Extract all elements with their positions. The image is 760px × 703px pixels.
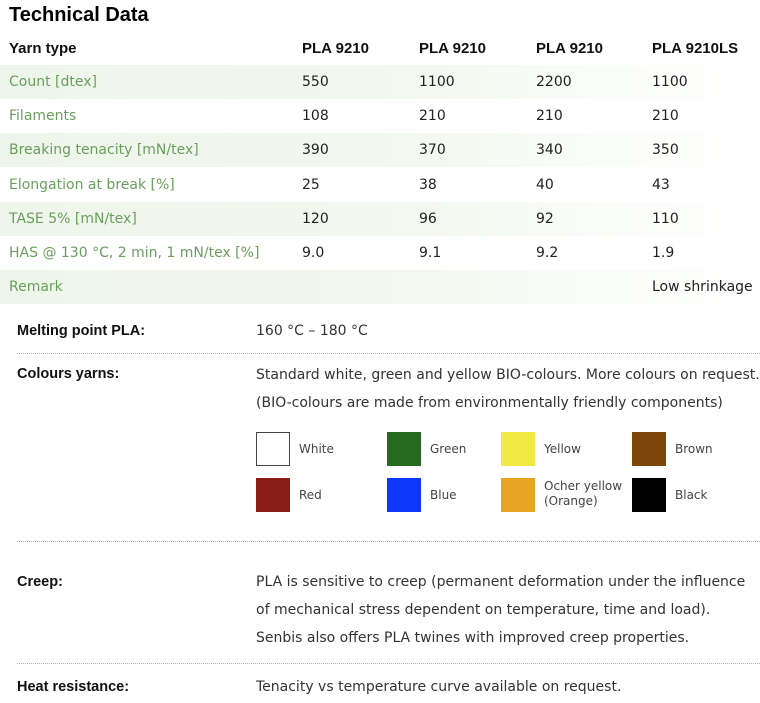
row-label: Filaments <box>9 108 77 125</box>
creep-line-1: PLA is sensitive to creep (permanent def… <box>256 574 746 590</box>
cell: 340 <box>536 142 563 159</box>
colour-swatch-label: Yellow <box>544 442 581 456</box>
column-header: PLA 9210 <box>302 40 369 57</box>
cell: 1100 <box>419 74 455 90</box>
header-label: Yarn type <box>9 40 77 57</box>
divider <box>17 663 760 664</box>
colour-swatch-label: Red <box>299 488 322 502</box>
table-row: Breaking tenacity [mN/tex] 390 370 340 350 <box>0 133 760 168</box>
row-label: Remark <box>9 279 63 296</box>
cell: 110 <box>652 210 679 227</box>
table-row: Remark Low shrinkage <box>0 270 760 305</box>
colour-swatch-label: Brown <box>675 442 713 456</box>
column-header: PLA 9210LS <box>652 40 739 57</box>
colours-line-1: Standard white, green and yellow BIO-col… <box>256 367 760 383</box>
colour-swatch-yellow <box>501 432 535 466</box>
column-header: PLA 9210 <box>419 40 486 57</box>
divider <box>17 541 760 542</box>
cell: 43 <box>652 176 670 193</box>
heat-value: Tenacity vs temperature curve available … <box>256 679 622 695</box>
colour-swatch-label: Green <box>430 442 467 456</box>
creep-label: Creep: <box>17 574 63 590</box>
colours-line-2: (BIO-colours are made from environmental… <box>256 395 723 411</box>
cell: 210 <box>652 108 679 125</box>
divider <box>17 353 760 354</box>
table-row: Elongation at break [%] 25 38 40 43 <box>0 168 760 202</box>
row-label: Elongation at break [%] <box>9 176 175 193</box>
cell: 9.1 <box>419 245 442 261</box>
page-title: Technical Data <box>9 4 149 26</box>
colour-swatch-black <box>632 478 666 512</box>
cell: 210 <box>419 108 446 125</box>
table-row: Filaments 108 210 210 210 <box>0 99 760 133</box>
melting-value: 160 °C – 180 °C <box>256 323 368 339</box>
colour-swatch-white <box>256 432 290 466</box>
creep-line-2: of mechanical stress dependent on temper… <box>256 602 711 618</box>
cell: 25 <box>302 176 320 193</box>
colour-swatch-label: White <box>299 442 334 456</box>
row-label: Breaking tenacity [mN/tex] <box>9 142 199 159</box>
colour-swatch-green <box>387 432 421 466</box>
colour-swatch-ocher <box>501 478 535 512</box>
cell: 40 <box>536 176 554 193</box>
table-row: TASE 5% [mN/tex] 120 96 92 110 <box>0 201 760 236</box>
cell: Low shrinkage <box>652 279 753 296</box>
cell: 92 <box>536 210 554 227</box>
cell: 9.0 <box>302 245 325 261</box>
colour-swatch-red <box>256 478 290 512</box>
cell: 350 <box>652 142 679 159</box>
table-row: HAS @ 130 °C, 2 min, 1 mN/tex [%] 9.0 9.1 9… <box>0 236 760 270</box>
creep-line-3: Senbis also offers PLA twines with impro… <box>256 630 690 646</box>
colour-swatch-label: Blue <box>430 488 457 502</box>
cell: 9.2 <box>536 245 559 261</box>
melting-label: Melting point PLA: <box>17 323 146 339</box>
table-row: Count [dtex] 550 1100 2200 1100 <box>0 65 760 99</box>
cell: 38 <box>419 176 437 193</box>
table-header-row: Yarn type PLA 9210 PLA 9210 PLA 9210 PLA 921… <box>0 31 760 65</box>
cell: 96 <box>419 210 437 227</box>
cell: 1100 <box>652 74 688 90</box>
row-label: TASE 5% [mN/tex] <box>9 210 137 227</box>
column-header: PLA 9210 <box>536 40 603 57</box>
cell: 390 <box>302 142 329 159</box>
colours-label: Colours yarns: <box>17 366 120 382</box>
cell: 550 <box>302 74 329 90</box>
cell: 2200 <box>536 74 572 90</box>
row-label: HAS @ 130 °C, 2 min, 1 mN/tex [%] <box>9 245 260 261</box>
colour-swatch-blue <box>387 478 421 512</box>
heat-label: Heat resistance: <box>17 679 130 695</box>
colour-swatch-label: Ocher yellow (Orange) <box>544 479 623 508</box>
cell: 108 <box>302 108 329 125</box>
cell: 1.9 <box>652 245 675 261</box>
colour-swatch-label: Black <box>675 488 708 502</box>
cell: 120 <box>302 210 329 227</box>
row-label: Count [dtex] <box>9 74 97 90</box>
cell: 370 <box>419 142 446 159</box>
cell: 210 <box>536 108 563 125</box>
colour-swatch-brown <box>632 432 666 466</box>
